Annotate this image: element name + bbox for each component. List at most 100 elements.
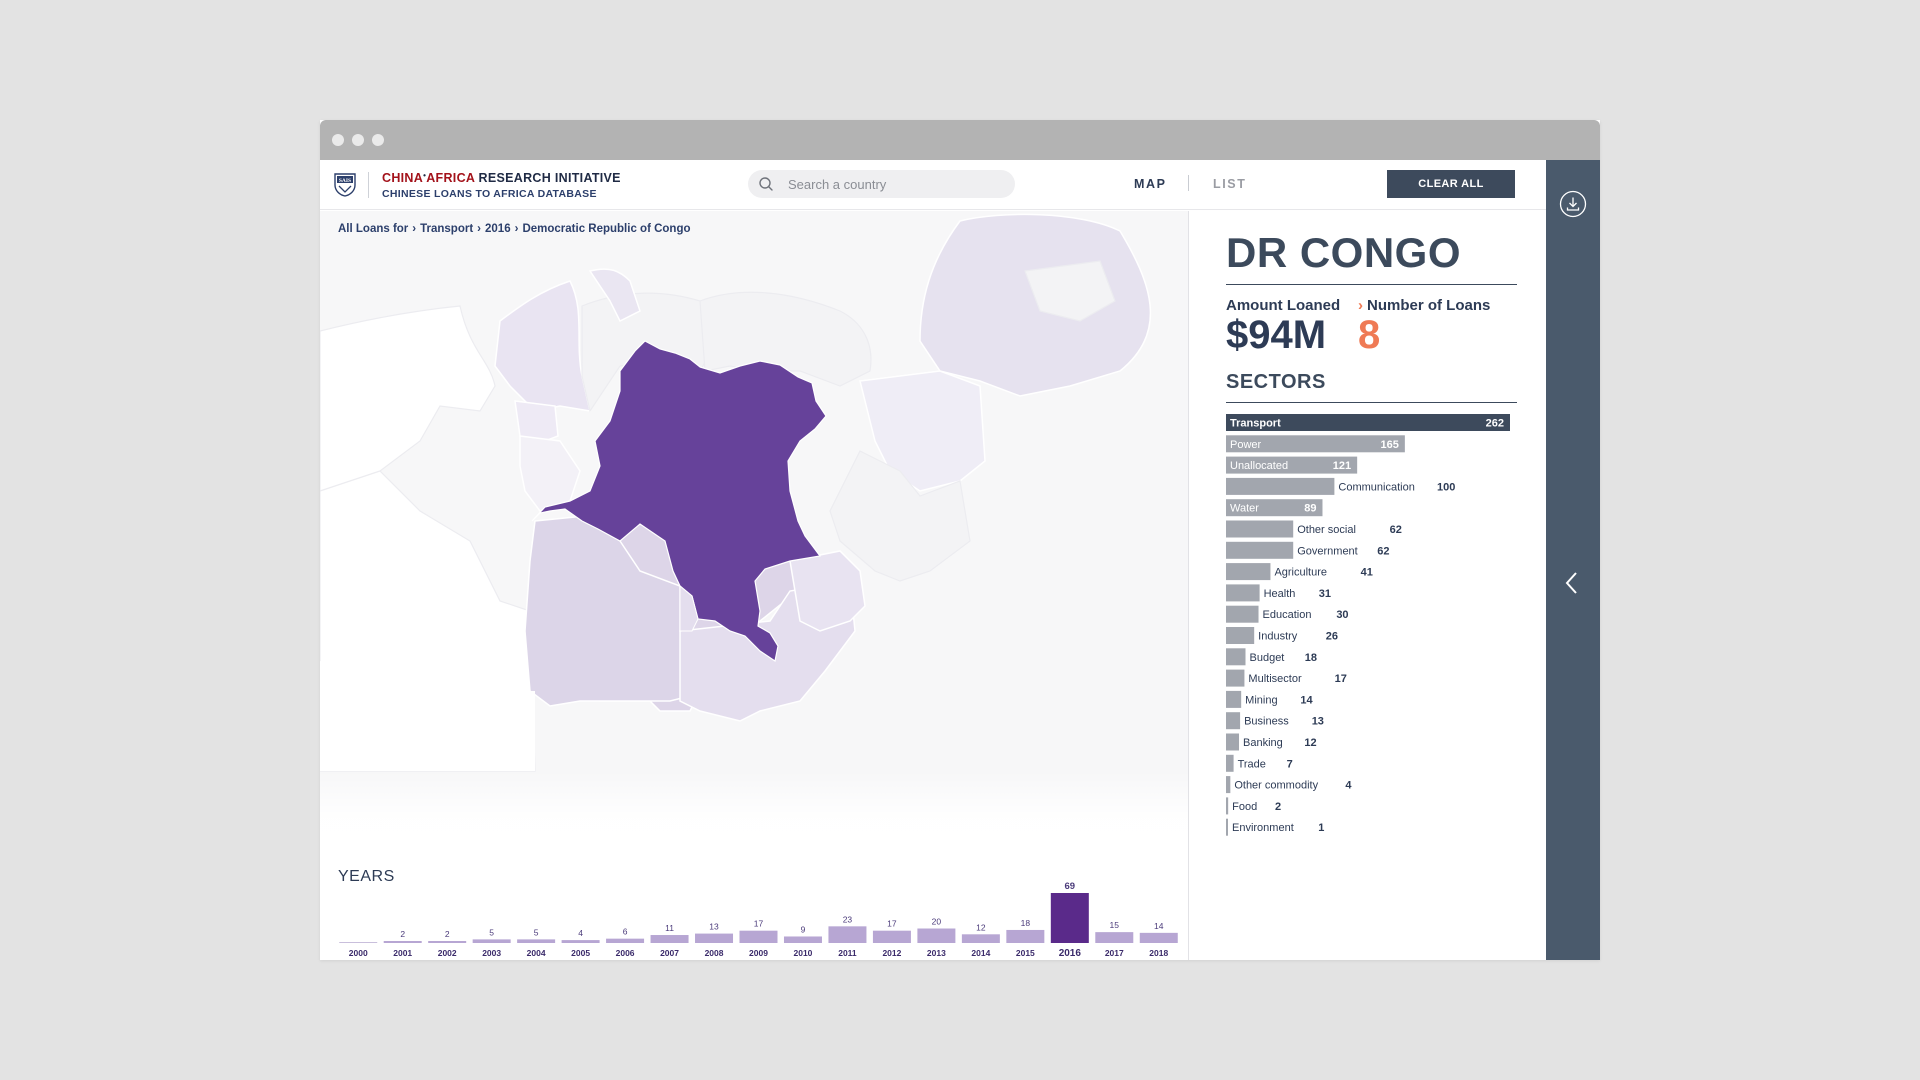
years-bar-chart[interactable]: 2000 2 2001 2 2002 5 2003 5 2004 4 2005 6 2006 11 2007… [336, 881, 1181, 960]
window-minimize-dot[interactable] [352, 134, 364, 146]
sector-bar-health[interactable] [1226, 584, 1260, 602]
year-bar-2013[interactable] [917, 928, 956, 943]
map-region-north[interactable] [588, 268, 641, 323]
sector-bar-government[interactable] [1226, 541, 1294, 559]
download-icon[interactable] [1559, 190, 1587, 218]
year-bar-2011[interactable] [828, 926, 867, 943]
year-tick-label[interactable]: 2009 [749, 948, 768, 958]
sector-bar-communication[interactable] [1226, 477, 1335, 495]
year-value-label: 18 [1021, 918, 1031, 928]
breadcrumb-item-year[interactable]: 2016 [485, 223, 511, 235]
sector-value-label: 17 [1335, 673, 1347, 685]
breadcrumb-item-all-loans[interactable]: All Loans for [338, 223, 409, 235]
year-value-label: 5 [534, 927, 539, 937]
chevron-right-icon: › [514, 223, 519, 235]
years-panel: YEARS 2000 2 2001 2 2002 5 2003 5 2004 4 2005 6 2006… [320, 771, 1188, 960]
sector-bar-transport[interactable] [1226, 414, 1510, 431]
sector-bar-education[interactable] [1226, 605, 1259, 623]
number-of-loans-label[interactable]: › Number of Loans [1358, 297, 1490, 314]
year-tick-label[interactable]: 2007 [660, 948, 679, 958]
year-tick-label[interactable]: 2012 [882, 948, 901, 958]
sector-bar-budget[interactable] [1226, 648, 1246, 666]
sector-bar-multisector[interactable] [1226, 669, 1245, 687]
map-country-south-sudan[interactable] [699, 291, 872, 387]
sector-bar-other-commodity[interactable] [1226, 776, 1231, 794]
sector-bar-banking[interactable] [1226, 733, 1240, 751]
map-area[interactable]: All Loans for › Transport › 2016 › Democratic … [320, 211, 1189, 960]
sector-label: Environment [1232, 822, 1294, 834]
right-sidebar [1546, 160, 1600, 960]
sector-bar-environment[interactable] [1226, 818, 1228, 836]
search-box[interactable] [748, 170, 1015, 198]
sector-value-label: 62 [1390, 524, 1402, 536]
year-bar-2005[interactable] [561, 940, 600, 943]
chevron-left-icon[interactable] [1563, 570, 1581, 596]
chevron-right-icon: › [1358, 297, 1363, 314]
year-bar-2015[interactable] [1006, 929, 1045, 943]
year-bar-2000[interactable] [339, 942, 378, 943]
year-bar-2004[interactable] [517, 939, 556, 943]
sector-bar-other-social[interactable] [1226, 520, 1294, 538]
year-tick-label[interactable]: 2014 [971, 948, 990, 958]
sector-bar-unallocated[interactable] [1226, 456, 1358, 474]
year-tick-label[interactable]: 2018 [1149, 948, 1168, 958]
clear-all-button[interactable]: CLEAR ALL [1387, 170, 1515, 198]
map-country-dr-congo[interactable] [531, 340, 827, 662]
year-tick-label[interactable]: 2004 [527, 948, 546, 958]
tab-map[interactable]: MAP [1134, 177, 1167, 191]
year-tick-label[interactable]: 2011 [838, 948, 857, 958]
year-bar-2006[interactable] [606, 938, 645, 943]
search-input[interactable] [788, 174, 1003, 194]
window-close-dot[interactable] [332, 134, 344, 146]
year-bar-2009[interactable] [739, 930, 778, 943]
sector-bar-power[interactable] [1226, 435, 1405, 453]
year-bar-2001[interactable] [383, 941, 422, 943]
sector-bar-agriculture[interactable] [1226, 563, 1271, 581]
sector-bar-industry[interactable] [1226, 627, 1255, 644]
year-bar-2008[interactable] [695, 933, 734, 943]
year-tick-label[interactable]: 2010 [794, 948, 813, 958]
year-tick-label[interactable]: 2017 [1105, 948, 1124, 958]
year-tick-label[interactable]: 2003 [482, 948, 501, 958]
year-value-label: 12 [976, 922, 986, 932]
year-tick-label[interactable]: 2015 [1016, 948, 1035, 958]
map-region-west-coast[interactable] [320, 305, 496, 492]
breadcrumb-item-sector[interactable]: Transport [420, 223, 474, 235]
year-bar-2002[interactable] [428, 941, 467, 943]
nav-divider [1188, 175, 1189, 191]
sector-bar-mining[interactable] [1226, 690, 1242, 708]
year-tick-label[interactable]: 2006 [616, 948, 635, 958]
year-tick-label[interactable]: 2008 [705, 948, 724, 958]
window-maximize-dot[interactable] [372, 134, 384, 146]
year-tick-label[interactable]: 2016 [1059, 948, 1082, 959]
year-tick-label[interactable]: 2002 [438, 948, 457, 958]
year-bar-2007[interactable] [650, 935, 689, 943]
year-tick-label[interactable]: 2001 [393, 948, 412, 958]
map-country-tanzania[interactable] [829, 450, 971, 582]
sector-bar-food[interactable] [1226, 797, 1229, 815]
map-country-ethiopia[interactable] [919, 213, 1152, 397]
map-country-malawi[interactable] [789, 550, 866, 632]
year-bar-2017[interactable] [1095, 932, 1134, 943]
map-country-somalia[interactable] [1024, 260, 1116, 322]
sector-bar-water[interactable] [1226, 499, 1323, 517]
sector-bar-trade[interactable] [1226, 754, 1234, 772]
year-bar-2018[interactable] [1139, 932, 1178, 943]
brand[interactable]: CHINA•AFRICA RESEARCH INITIATIVE CHINESE… [382, 171, 621, 200]
year-tick-label[interactable]: 2013 [927, 948, 946, 958]
year-bar-2014[interactable] [961, 934, 1000, 943]
year-bar-2003[interactable] [472, 939, 511, 943]
sector-bar-business[interactable] [1226, 712, 1241, 730]
year-bar-2012[interactable] [872, 930, 911, 943]
tab-list[interactable]: LIST [1213, 177, 1247, 191]
year-bar-2010[interactable] [783, 936, 822, 943]
country-detail-panel: DR CONGO Amount Loaned $94M › Number of L… [1190, 211, 1546, 960]
sector-value-label: 4 [1345, 780, 1352, 792]
brand-dot: • [423, 171, 427, 180]
sector-label: Agriculture [1274, 567, 1327, 579]
sector-label: Health [1264, 588, 1296, 600]
year-tick-label[interactable]: 2000 [349, 948, 368, 958]
year-bar-2016[interactable] [1050, 893, 1089, 943]
year-tick-label[interactable]: 2005 [571, 948, 590, 958]
